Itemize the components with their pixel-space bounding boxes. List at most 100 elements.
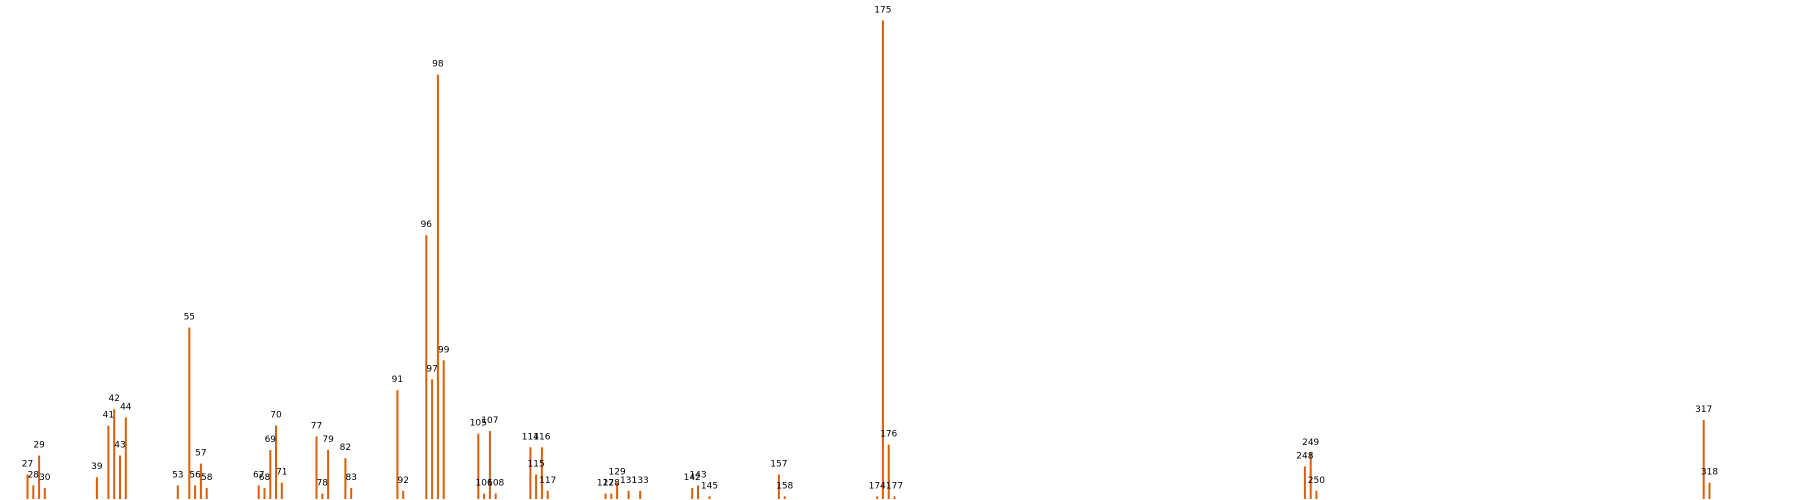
bar-98 [436, 74, 439, 499]
bar-56 [194, 485, 197, 499]
data-label-128: 128 [603, 479, 620, 489]
data-label-317: 317 [1695, 405, 1712, 415]
bar-97 [431, 379, 434, 499]
data-label-249: 249 [1302, 438, 1319, 448]
bar-78 [321, 493, 324, 499]
bar-57 [199, 463, 202, 499]
bar-42 [113, 409, 116, 499]
data-label-29: 29 [33, 441, 45, 451]
bar-79 [327, 450, 330, 499]
data-label-57: 57 [195, 449, 206, 459]
data-label-78: 78 [317, 479, 329, 489]
data-label-42: 42 [108, 394, 119, 404]
bar-82 [344, 458, 347, 499]
bar-92 [402, 490, 405, 499]
bar-28 [32, 485, 35, 499]
bar-96 [425, 235, 428, 499]
bar-249 [1309, 452, 1312, 499]
data-label-157: 157 [770, 460, 787, 470]
data-label-105: 105 [470, 419, 487, 429]
bar-69 [269, 450, 272, 499]
data-label-142: 142 [684, 473, 701, 483]
data-label-68: 68 [259, 473, 271, 483]
data-label-116: 116 [533, 432, 550, 442]
bar-250 [1315, 490, 1318, 499]
bar-99 [442, 360, 445, 499]
data-label-69: 69 [265, 435, 277, 445]
bar-108 [494, 493, 497, 499]
data-label-131: 131 [620, 476, 637, 486]
bar-114 [529, 447, 532, 499]
bar-174 [876, 496, 879, 499]
data-label-133: 133 [632, 476, 649, 486]
bar-143 [697, 485, 699, 499]
data-label-27: 27 [22, 460, 33, 470]
data-label-91: 91 [392, 375, 403, 385]
bar-116 [540, 447, 543, 499]
data-label-107: 107 [481, 416, 498, 426]
bar-131 [627, 490, 630, 499]
data-label-114: 114 [522, 432, 539, 442]
data-label-71: 71 [276, 468, 287, 478]
data-label-129: 129 [609, 468, 626, 478]
data-label-82: 82 [340, 443, 351, 453]
bar-177 [893, 496, 896, 499]
data-label-43: 43 [114, 441, 125, 451]
bar-27 [26, 474, 29, 499]
bar-41 [107, 425, 110, 499]
bar-133 [639, 490, 642, 499]
data-label-117: 117 [539, 476, 556, 486]
bar-317 [1702, 420, 1705, 499]
bar-67 [257, 485, 260, 499]
data-label-143: 143 [689, 470, 706, 480]
bar-39 [95, 477, 98, 499]
bar-142 [691, 488, 694, 499]
data-label-83: 83 [345, 473, 356, 483]
bar-145 [708, 496, 711, 499]
bar-127 [604, 493, 607, 499]
data-label-92: 92 [397, 476, 408, 486]
bar-105 [477, 433, 480, 499]
data-label-58: 58 [201, 473, 213, 483]
data-label-106: 106 [476, 479, 493, 489]
bar-53 [176, 485, 179, 499]
bar-83 [350, 488, 353, 499]
data-label-55: 55 [184, 313, 195, 323]
data-label-99: 99 [438, 345, 450, 355]
data-label-175: 175 [874, 5, 891, 15]
bar-55 [188, 327, 191, 499]
bar-43 [119, 455, 121, 499]
bar-77 [315, 436, 318, 499]
bar-group [26, 20, 1711, 500]
bar-107 [488, 431, 491, 499]
bar-318 [1708, 482, 1711, 499]
data-label-79: 79 [322, 435, 334, 445]
data-label-39: 39 [91, 462, 103, 472]
data-label-97: 97 [426, 364, 437, 374]
bar-176 [887, 444, 890, 499]
data-label-145: 145 [701, 481, 718, 491]
data-label-248: 248 [1296, 451, 1313, 461]
data-label-174: 174 [869, 481, 886, 491]
data-label-67: 67 [253, 470, 264, 480]
data-label-127: 127 [597, 479, 614, 489]
bar-175 [881, 20, 884, 500]
data-label-115: 115 [528, 460, 545, 470]
bar-29 [38, 455, 41, 499]
bar-117 [546, 490, 549, 499]
bar-44 [124, 417, 127, 499]
bar-115 [535, 474, 538, 499]
bar-248 [1303, 466, 1306, 499]
data-label-53: 53 [172, 470, 183, 480]
bar-128 [610, 493, 613, 499]
bar-70 [275, 425, 277, 499]
data-label-250: 250 [1308, 476, 1325, 486]
data-label-158: 158 [776, 481, 793, 491]
bar-58 [205, 488, 208, 499]
bar-71 [280, 482, 283, 499]
bar-157 [777, 474, 780, 499]
data-label-44: 44 [120, 402, 132, 412]
data-label-176: 176 [880, 430, 897, 440]
data-label-30: 30 [39, 473, 51, 483]
data-label-56: 56 [189, 470, 201, 480]
